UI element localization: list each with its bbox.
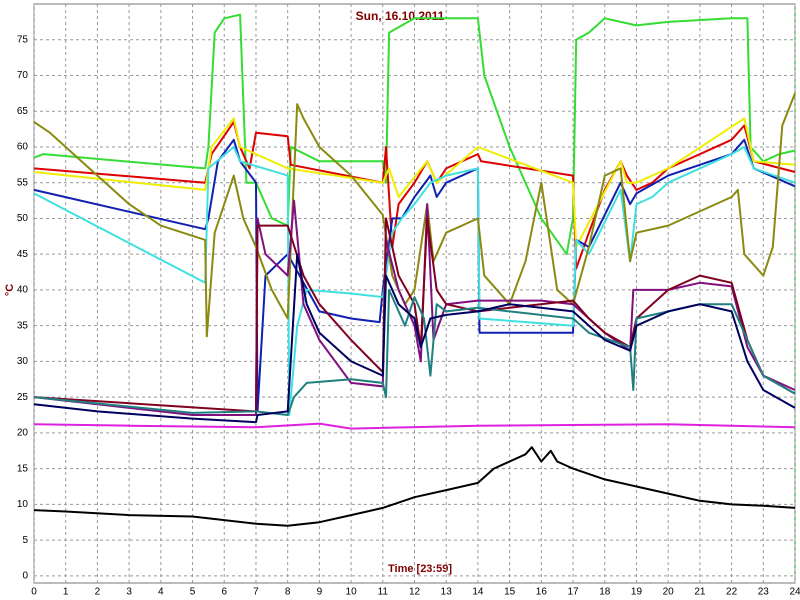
x-tick-label: 5 xyxy=(190,587,196,598)
series-line xyxy=(33,117,796,248)
series-line xyxy=(33,146,796,416)
series-line xyxy=(33,138,796,413)
x-tick-label: 7 xyxy=(253,587,259,598)
x-tick-label: 8 xyxy=(285,587,291,598)
y-tick-label: 35 xyxy=(17,320,29,331)
y-tick-label: 65 xyxy=(17,106,29,117)
x-tick-label: 18 xyxy=(599,587,611,598)
y-tick-label: 25 xyxy=(17,392,29,403)
x-tick-label: 1 xyxy=(63,587,69,598)
y-tick-label: 20 xyxy=(17,428,29,439)
x-tick-label: 4 xyxy=(158,587,164,598)
y-tick-label: 40 xyxy=(17,285,29,296)
x-tick-label: 16 xyxy=(536,587,548,598)
y-tick-label: 50 xyxy=(17,213,29,224)
x-tick-label: 2 xyxy=(95,587,101,598)
series-line xyxy=(33,422,796,430)
series-line xyxy=(33,13,796,256)
x-tick-label: 19 xyxy=(631,587,643,598)
x-tick-label: 20 xyxy=(663,587,675,598)
chart-title: Sun, 16.10.2011 xyxy=(356,9,445,23)
x-tick-label: 24 xyxy=(789,587,800,598)
y-tick-label: 55 xyxy=(17,177,29,188)
x-tick-label: 22 xyxy=(726,587,738,598)
x-tick-label: 17 xyxy=(567,587,579,598)
y-axis-label: °C xyxy=(4,284,16,296)
x-tick-label: 15 xyxy=(504,587,516,598)
series-line xyxy=(33,120,796,270)
x-tick-label: 0 xyxy=(31,587,37,598)
x-tick-label: 14 xyxy=(472,587,484,598)
y-tick-label: 30 xyxy=(17,356,29,367)
x-tick-label: 13 xyxy=(441,587,453,598)
x-tick-label: 3 xyxy=(126,587,132,598)
x-tick-label: 21 xyxy=(694,587,706,598)
x-tick-label: 9 xyxy=(317,587,323,598)
series-line xyxy=(33,253,796,424)
y-tick-label: 75 xyxy=(17,34,29,45)
series-line xyxy=(33,446,796,527)
y-tick-label: 0 xyxy=(22,570,28,581)
x-tick-label: 23 xyxy=(758,587,770,598)
y-tick-label: 60 xyxy=(17,142,29,153)
x-tick-label: 12 xyxy=(409,587,421,598)
x-axis-label: Time [23:59] xyxy=(388,563,452,575)
y-tick-label: 10 xyxy=(17,499,29,510)
x-tick-label: 6 xyxy=(221,587,227,598)
y-tick-label: 5 xyxy=(22,535,28,546)
y-tick-label: 70 xyxy=(17,70,29,81)
y-tick-label: 45 xyxy=(17,249,29,260)
y-tick-label: 15 xyxy=(17,463,29,474)
x-tick-label: 11 xyxy=(378,587,389,598)
x-tick-label: 10 xyxy=(346,587,358,598)
series-line xyxy=(33,217,796,413)
